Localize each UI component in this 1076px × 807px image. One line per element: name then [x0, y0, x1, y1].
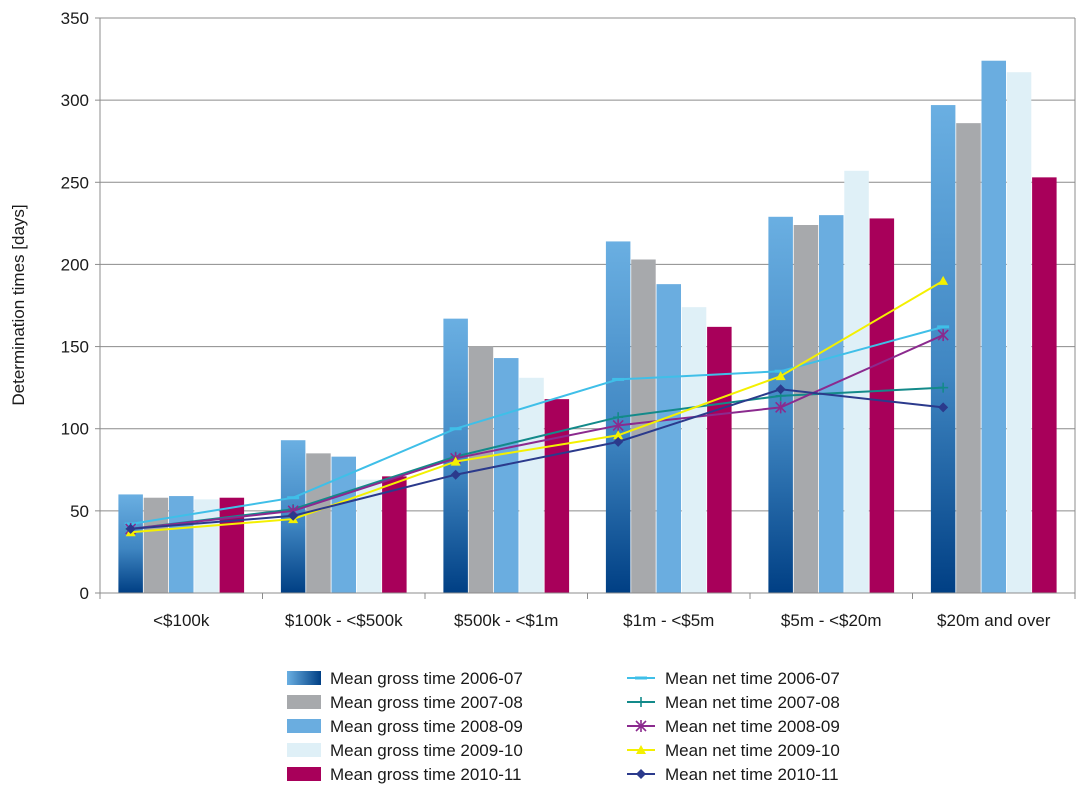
point-marker [613, 436, 624, 447]
y-tick-label: 0 [80, 584, 89, 603]
bar [956, 123, 981, 594]
y-tick-label: 350 [61, 9, 89, 28]
legend-label: Mean net time 2007-08 [665, 693, 840, 712]
bar [793, 225, 819, 593]
bar [656, 284, 681, 593]
bar [118, 494, 143, 593]
bar [143, 497, 169, 593]
y-tick-label: 250 [61, 173, 89, 192]
y-tick-label: 100 [61, 420, 89, 439]
bar [1032, 177, 1057, 593]
series-line [130, 334, 944, 530]
point-marker [937, 329, 949, 342]
y-tick-label: 300 [61, 91, 89, 110]
point-marker [775, 401, 787, 414]
point-marker [775, 384, 786, 395]
point-marker [613, 430, 624, 440]
axes: 0 50 100 150 200 250 300 350 <$100k $100k - <$500… [61, 9, 1076, 630]
x-tick-label: $1m - <$5m [623, 611, 714, 630]
point-marker [636, 769, 646, 779]
bar [306, 453, 331, 593]
point-marker [636, 745, 646, 754]
legend-label: Mean gross time 2009-10 [330, 741, 523, 760]
legend-swatch [287, 767, 321, 781]
point-marker [288, 510, 299, 521]
series-line [130, 279, 944, 534]
y-axis-title: Determination times [days] [9, 204, 28, 405]
bar [819, 215, 844, 593]
legend-label: Mean net time 2006-07 [665, 669, 840, 688]
bar [219, 497, 245, 593]
legend: Mean gross time 2006-07 Mean gross time 2… [287, 669, 840, 784]
legend-label: Mean gross time 2008-09 [330, 717, 523, 736]
bar [981, 60, 1006, 593]
legend-swatch [287, 743, 321, 757]
series-line [130, 388, 944, 530]
legend-swatch [287, 695, 321, 709]
legend-label: Mean gross time 2010-11 [330, 765, 522, 784]
line-layer [124, 275, 950, 537]
bar [519, 377, 544, 593]
y-tick-label: 50 [70, 502, 89, 521]
legend-label: Mean net time 2010-11 [665, 765, 839, 784]
bar [1006, 72, 1032, 593]
point-marker [636, 697, 646, 707]
point-marker [612, 419, 624, 432]
legend-label: Mean gross time 2006-07 [330, 669, 523, 688]
point-marker [635, 720, 647, 732]
y-tick-label: 200 [61, 255, 89, 274]
bar [707, 326, 732, 593]
legend-swatch [287, 671, 321, 685]
bar [169, 496, 194, 593]
bar [930, 105, 956, 594]
x-tick-label: $500k - <$1m [454, 611, 558, 630]
bar [194, 499, 219, 593]
bar [869, 218, 895, 593]
x-tick-label: <$100k [153, 611, 210, 630]
legend-label: Mean gross time 2007-08 [330, 693, 523, 712]
bar [844, 170, 869, 594]
legend-label: Mean net time 2009-10 [665, 741, 840, 760]
x-tick-label: $20m and over [937, 611, 1051, 630]
point-marker [775, 371, 786, 381]
point-marker [450, 456, 461, 466]
legend-swatch [287, 719, 321, 733]
bar [494, 358, 519, 593]
point-marker [125, 523, 136, 534]
point-marker [938, 382, 949, 393]
x-tick-label: $5m - <$20m [781, 611, 882, 630]
point-marker [450, 469, 461, 480]
bar [681, 307, 707, 593]
point-marker [938, 275, 949, 285]
gridlines [100, 17, 1075, 512]
point-marker [938, 402, 949, 413]
x-tick-label: $100k - <$500k [285, 611, 403, 630]
bar [544, 399, 570, 593]
y-tick-label: 150 [61, 338, 89, 357]
series-line [130, 325, 944, 525]
legend-label: Mean net time 2008-09 [665, 717, 840, 736]
bar [382, 476, 407, 593]
